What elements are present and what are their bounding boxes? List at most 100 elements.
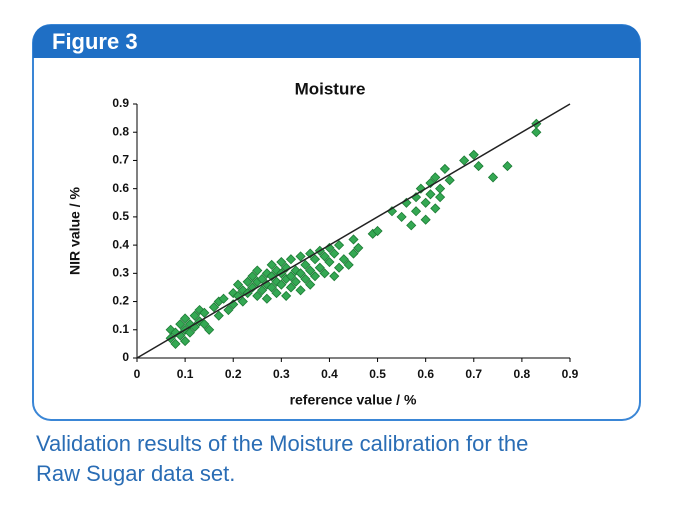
data-point — [420, 214, 431, 225]
x-tick-label: 0.3 — [273, 367, 290, 381]
data-point — [257, 273, 268, 285]
y-tick-label: 0 — [122, 350, 129, 364]
data-point — [266, 259, 277, 270]
data-point — [300, 259, 311, 270]
y-tick-label: 0.6 — [112, 181, 129, 195]
y-tick-label: 0.2 — [112, 294, 129, 308]
identity-line — [136, 103, 571, 359]
chart-title: Moisture — [295, 79, 366, 98]
data-point — [329, 248, 340, 259]
y-tick-label: 0.1 — [112, 322, 129, 336]
data-point — [410, 206, 422, 217]
data-point — [223, 304, 234, 316]
data-point — [170, 327, 181, 338]
x-tick-label: 0.4 — [321, 367, 338, 381]
data-point — [396, 211, 407, 222]
data-point — [266, 282, 277, 293]
figure-header — [33, 25, 640, 58]
data-point — [425, 189, 436, 200]
data-point — [175, 319, 186, 330]
data-point — [252, 265, 263, 276]
data-point — [290, 276, 301, 287]
x-tick-label: 0 — [134, 367, 141, 381]
data-point — [213, 310, 224, 321]
data-point — [295, 268, 306, 279]
data-point — [237, 296, 248, 307]
figure-label: Figure 3 — [52, 29, 138, 54]
data-point — [406, 220, 417, 231]
data-point — [343, 259, 354, 270]
data-point — [459, 155, 470, 166]
data-point — [334, 240, 345, 251]
data-point — [439, 163, 450, 174]
data-point — [208, 302, 220, 313]
x-tick-label: 0.2 — [225, 367, 242, 381]
y-tick-label: 0.3 — [112, 266, 129, 280]
data-point — [305, 248, 316, 259]
data-point — [199, 307, 210, 318]
data-point — [199, 319, 210, 330]
data-point — [430, 203, 441, 214]
data-point — [184, 327, 195, 338]
data-point — [348, 248, 359, 259]
data-point — [189, 310, 200, 321]
data-point — [204, 324, 215, 335]
caption-line: Validation results of the Moisture calib… — [36, 431, 528, 456]
data-point — [218, 293, 229, 304]
data-point — [261, 293, 272, 304]
data-point — [502, 161, 513, 172]
data-point — [329, 271, 340, 282]
data-point — [435, 192, 446, 203]
data-point — [319, 268, 330, 279]
data-point — [415, 183, 426, 194]
data-point — [487, 172, 499, 183]
data-point — [276, 279, 287, 290]
data-point — [314, 262, 325, 273]
data-point — [295, 285, 306, 296]
data-point — [305, 279, 316, 290]
y-axis-label: NIR value / % — [67, 186, 83, 274]
data-point — [232, 279, 244, 290]
data-point — [276, 256, 287, 268]
data-point — [473, 161, 484, 172]
data-point — [444, 175, 455, 186]
data-point — [170, 338, 181, 349]
data-point — [372, 225, 383, 237]
data-point — [285, 271, 297, 282]
data-point — [285, 282, 297, 293]
x-tick-label: 0.6 — [417, 367, 434, 381]
y-tick-label: 0.9 — [112, 96, 129, 110]
data-point — [309, 254, 321, 265]
x-tick-label: 0.9 — [562, 367, 579, 381]
data-point — [281, 290, 292, 301]
data-point — [285, 254, 297, 265]
data-point — [180, 336, 191, 347]
data-point — [165, 324, 176, 335]
data-point — [305, 265, 316, 276]
data-point — [266, 271, 277, 282]
data-point — [180, 313, 191, 324]
data-point — [324, 256, 335, 268]
data-point — [300, 273, 311, 285]
data-point — [353, 242, 364, 253]
caption-line: Raw Sugar data set. — [36, 461, 235, 486]
data-point — [531, 127, 542, 138]
data-point — [252, 290, 263, 301]
y-tick-label: 0.5 — [112, 209, 129, 223]
y-tick-label: 0.8 — [112, 124, 129, 138]
data-point — [338, 254, 349, 265]
x-tick-label: 0.8 — [514, 367, 531, 381]
data-point — [242, 276, 253, 287]
x-tick-label: 0.1 — [177, 367, 194, 381]
data-point — [309, 271, 321, 282]
x-tick-label: 0.5 — [369, 367, 386, 381]
data-point — [468, 149, 479, 160]
data-point — [334, 262, 345, 273]
data-point — [247, 271, 258, 282]
data-point — [257, 285, 268, 296]
data-point — [319, 251, 330, 262]
data-point — [430, 172, 441, 183]
x-tick-label: 0.7 — [465, 367, 482, 381]
y-tick-label: 0.7 — [112, 153, 129, 167]
